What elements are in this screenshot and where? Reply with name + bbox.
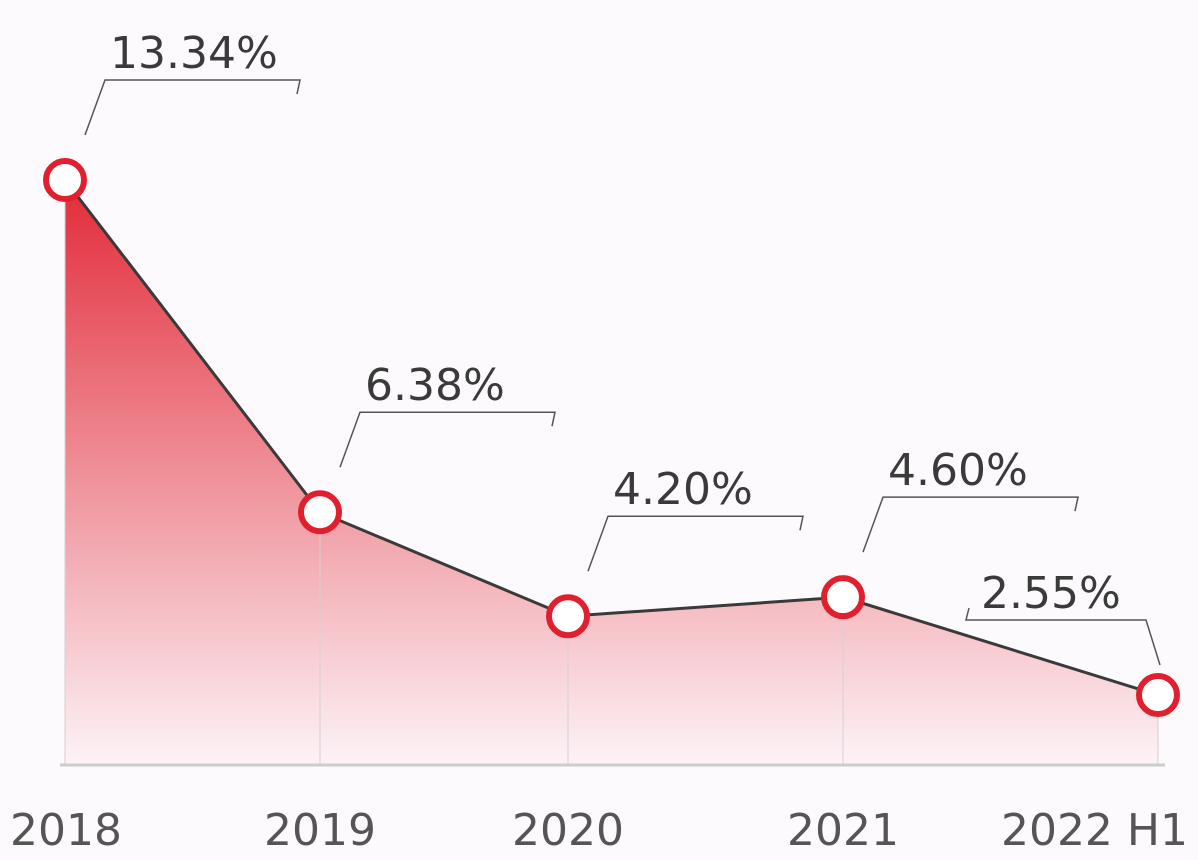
- leader-line: [84, 79, 301, 136]
- marker: [546, 594, 590, 639]
- x-tick-label: 2021: [787, 805, 899, 856]
- leader-line: [587, 515, 804, 572]
- leader-line: [862, 496, 1079, 553]
- marker: [43, 158, 87, 202]
- value-label: 4.20%: [613, 464, 753, 515]
- marker: [821, 575, 865, 620]
- x-tick-label: 2018: [10, 805, 122, 856]
- leader-line: [965, 607, 1161, 666]
- marker: [1136, 673, 1180, 717]
- leader-line: [339, 411, 556, 468]
- x-tick-label: 2020: [512, 805, 624, 856]
- value-label: 6.38%: [365, 360, 505, 411]
- value-label: 2.55%: [981, 568, 1121, 619]
- marker: [298, 490, 342, 535]
- area: [65, 180, 1158, 765]
- value-label: 4.60%: [888, 445, 1028, 496]
- x-tick-label: 2022 H1: [1001, 805, 1188, 856]
- value-label: 13.34%: [110, 28, 278, 79]
- x-tick-label: 2019: [264, 805, 376, 856]
